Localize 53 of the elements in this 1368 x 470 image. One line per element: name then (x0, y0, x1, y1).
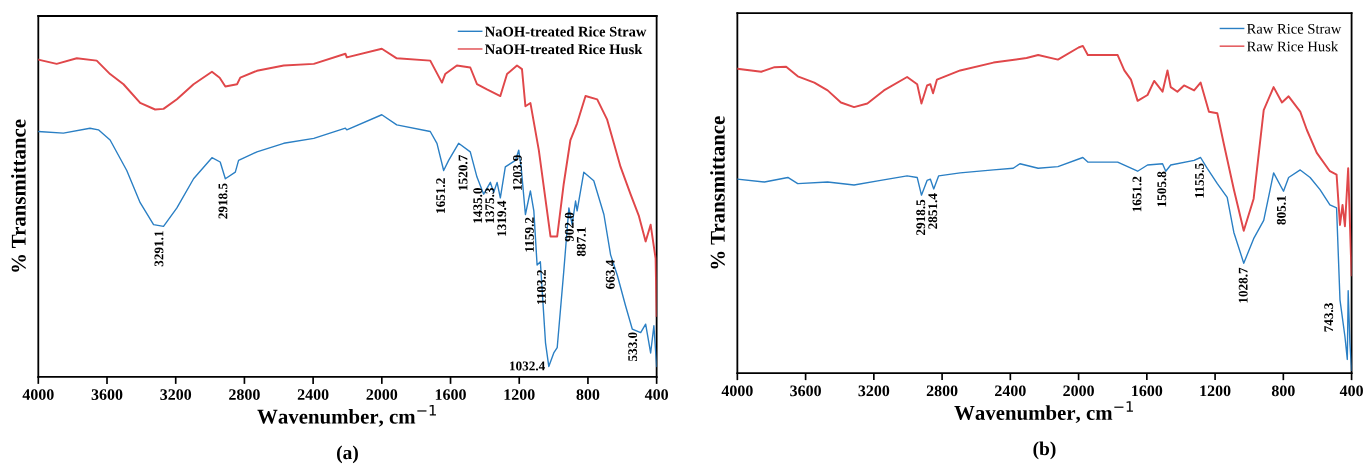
x-tick-label: 2800 (926, 385, 958, 397)
annotation: 3291.1 (154, 231, 164, 267)
x-tick-label: 1200 (1200, 385, 1231, 397)
x-tick-label: 1600 (1132, 385, 1163, 397)
x-tick-label: 4000 (22, 389, 54, 400)
x-tick-label: 2800 (229, 389, 260, 400)
annotation: 1651.2 (1132, 176, 1142, 212)
text: (a) (336, 445, 358, 464)
y-axis-title: % Transmittance (710, 116, 725, 269)
annotation: 1319.4 (497, 200, 507, 236)
x-tick-label: 2400 (995, 385, 1026, 397)
annotation: 743.3 (1324, 303, 1334, 332)
x-tick-label: 3200 (160, 389, 192, 400)
annotation: 1032.4 (510, 361, 545, 371)
annotation: 2918.5 (916, 199, 926, 236)
annotation: 1435.0 (473, 188, 483, 223)
text: (b) (1033, 441, 1056, 460)
legend-label: Raw Rice Husk (1247, 41, 1339, 52)
x-tick-label: 3200 (858, 385, 890, 397)
annotation: 1159.2 (525, 217, 534, 252)
legend-label: Raw Rice Straw (1247, 23, 1342, 34)
x-axis-title: Wavenumber, cm$^{−1}$ (257, 404, 436, 427)
legend-label: NaOH-treated Rice Husk (484, 43, 643, 55)
annotation: 1651.2 (436, 178, 446, 213)
x-tick-label: 2000 (1063, 385, 1094, 397)
annotation: 1375.3 (485, 187, 495, 223)
annotation: 1155.5 (1195, 163, 1204, 198)
annotation: 1103.2 (536, 270, 546, 305)
annotation: 663.4 (605, 259, 615, 289)
annotation: 887.1 (576, 227, 586, 257)
x-tick-label: 4000 (721, 385, 753, 397)
annotation: 805.1 (1276, 196, 1286, 225)
x-tick-label: 800 (576, 389, 600, 400)
annotation: 1505.8 (1157, 171, 1167, 207)
x-tick-label: 1600 (435, 389, 466, 400)
legend-label: NaOH-treated Rice Straw (484, 26, 647, 37)
x-tick-label: 1200 (504, 389, 535, 400)
y-axis-title: % Transmittance (11, 119, 26, 272)
x-tick-label: 400 (1339, 385, 1363, 397)
x-tick-label: 2400 (297, 389, 329, 400)
annotation: 1520.7 (458, 155, 468, 190)
annotation: 1028.7 (1238, 267, 1248, 303)
annotation: 2918.5 (218, 183, 228, 219)
x-tick-label: 2000 (366, 389, 398, 400)
x-tick-label: 400 (644, 389, 669, 400)
x-axis-title: Wavenumber, cm$^{−1}$ (954, 401, 1133, 423)
x-tick-label: 800 (1271, 385, 1295, 397)
x-tick-label: 3600 (91, 389, 123, 400)
annotation: 902.0 (564, 212, 574, 242)
annotation: 2851.4 (928, 193, 938, 229)
annotation: 1203.9 (512, 155, 522, 190)
x-tick-label: 3600 (790, 385, 821, 397)
annotation: 533.0 (628, 332, 638, 362)
